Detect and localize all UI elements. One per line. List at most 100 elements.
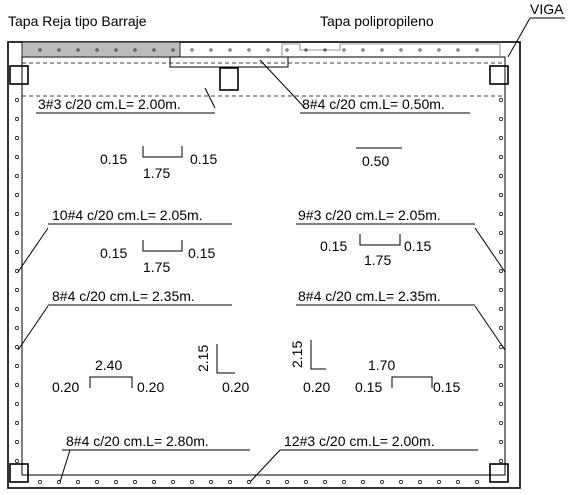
leader [507,17,531,58]
rebar-dot [15,117,19,121]
rebar-dot [380,480,384,484]
column [489,65,509,85]
rebar-dot [499,402,503,406]
rebar-dot [15,383,19,387]
rebar-dot [15,307,19,311]
rebar-callout: 9#3 c/20 cm.L= 2.05m. [298,207,441,223]
rebar-dot [228,480,232,484]
rebar-dot [133,48,137,52]
rebar-callout: 10#4 c/20 cm.L= 2.05m. [52,207,203,223]
rebar-dot [499,421,503,425]
dimension: 2.40 [95,357,122,373]
rebar-dot [15,269,19,273]
rebar-dot [499,288,503,292]
pp-cover [281,43,501,57]
rebar-dot [152,48,156,52]
rebar-dot [15,193,19,197]
rebar-dot [499,155,503,159]
underline [36,112,478,451]
rebar-dot [171,48,175,52]
bar-shape [310,340,326,370]
rebar-dot [499,174,503,178]
rebar-dot [399,480,403,484]
rebar-dot [499,212,503,216]
rebar-dot [15,231,19,235]
dimension: 1.75 [364,252,391,268]
rebar-dot [15,250,19,254]
rebar-dot [304,48,308,52]
column [9,65,29,85]
rebar-dot [456,480,460,484]
bar-shape [89,376,133,388]
rebar-dot [15,212,19,216]
rebar-dot [57,480,61,484]
rebar-dot [323,480,327,484]
rebar-dot [361,48,365,52]
rebar-dot [15,326,19,330]
rebar-dot [342,480,346,484]
rebar-dot [15,136,19,140]
rebar-dot [209,48,213,52]
rebar-dot [133,480,137,484]
rebar-dot [342,48,346,52]
dimension: 1.75 [143,259,170,275]
rebar-dot [247,480,251,484]
dimension: 0.15 [100,245,127,261]
rebar-dot [437,480,441,484]
dimension: 2.15 [289,341,305,368]
bar-shape [142,146,183,158]
rebar-dot [499,269,503,273]
dimension: 1.70 [368,357,395,373]
rebar-dot [76,480,80,484]
rebar-dot [38,48,42,52]
rebar-dot [266,48,270,52]
rebar-dot [499,250,503,254]
dimension: 0.15 [188,245,215,261]
rebar-dot [361,480,365,484]
rebar-dot [15,288,19,292]
bar-shape [359,234,401,246]
rebar-dot [418,48,422,52]
rebar-dot [499,459,503,463]
rebar-dot [15,440,19,444]
rebar-dot [499,345,503,349]
rebar-dot [323,48,327,52]
dimension: 0.20 [303,379,330,395]
rebar-callout: 12#3 c/20 cm.L= 2.00m. [284,433,435,449]
beam-step [169,56,289,68]
rebar-dot [475,480,479,484]
rebar-dot [499,326,503,330]
rebar-dot [15,98,19,102]
column [9,463,29,483]
rebar-dot [418,480,422,484]
column [219,67,239,91]
rebar-dot [499,364,503,368]
rebar-dot [499,117,503,121]
rebar-dot [437,48,441,52]
rebar-dot [499,383,503,387]
rebar-dot [380,48,384,52]
column [489,463,509,483]
rebar-dot [171,480,175,484]
rebar-dot [114,480,118,484]
dimension: 0.15 [404,238,431,254]
dimension: 0.50 [362,153,389,169]
dimension: 0.15 [433,379,460,395]
bar-shape [216,344,235,374]
rebar-dot [285,480,289,484]
dimension: 0.15 [100,151,127,167]
dimension: 1.75 [143,165,170,181]
label: Tapa Reja tipo Barraje [8,13,147,29]
rebar-dot [456,48,460,52]
rebar-dot [15,174,19,178]
rebar-dot [190,480,194,484]
rebar-dot [95,48,99,52]
rebar-callout: 8#4 c/20 cm.L= 2.35m. [298,288,441,304]
rebar-dot [15,364,19,368]
rebar-dots [15,48,503,484]
rebar-dot [304,480,308,484]
rebar-callout: 8#4 c/20 cm.L= 2.80m. [66,433,209,449]
rebar-dot [285,48,289,52]
rebar-dot [152,480,156,484]
rebar-dot [499,231,503,235]
